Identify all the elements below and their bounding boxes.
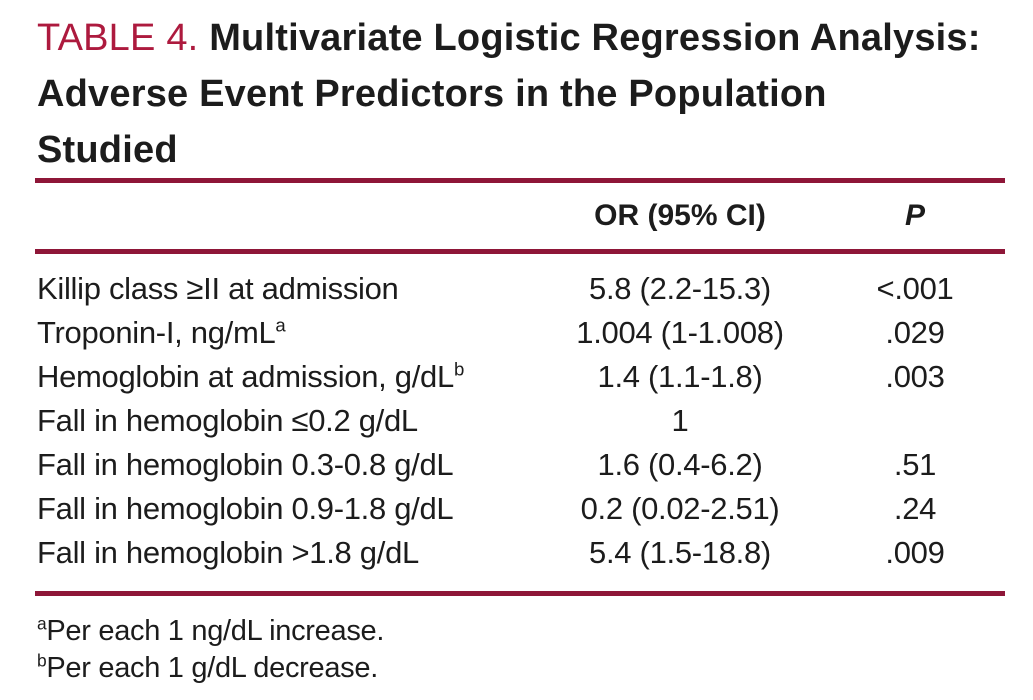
footnote: aPer each 1 ng/dL increase. — [37, 613, 1005, 650]
header-or-ci: OR (95% CI) — [594, 199, 766, 232]
top-rule — [35, 178, 1005, 183]
table-body: Killip class ≥II at admission 5.8 (2.2-1… — [35, 254, 1005, 591]
p-value-cell: .51 — [893, 447, 937, 482]
predictor-label: Hemoglobin at admission, g/dL — [37, 359, 454, 394]
table-figure: TABLE 4. Multivariate Logistic Regressio… — [35, 0, 1005, 687]
predictor-label: Fall in hemoglobin >1.8 g/dL — [37, 535, 419, 570]
predictor-label: Fall in hemoglobin 0.9-1.8 g/dL — [37, 491, 454, 526]
p-value-cell: .24 — [893, 491, 937, 526]
p-value-cell: .003 — [885, 359, 945, 394]
footnote-marker: b — [37, 650, 47, 671]
header-p-value: P — [904, 199, 925, 232]
footnote-marker: a — [37, 613, 47, 634]
table-row: Killip class ≥II at admission 5.8 (2.2-1… — [35, 267, 1005, 311]
p-value-cell: <.001 — [876, 271, 954, 306]
header-rule — [35, 249, 1005, 254]
header-row: OR (95% CI) P — [35, 183, 1005, 249]
p-value-cell: .009 — [885, 535, 945, 570]
bottom-rule — [35, 591, 1005, 596]
footnotes: aPer each 1 ng/dL increase. bPer each 1 … — [35, 596, 1005, 687]
or-ci-cell: 1.004 (1-1.008) — [576, 315, 784, 350]
title-line-3: Studied — [37, 129, 178, 171]
footnote: bPer each 1 g/dL decrease. — [37, 650, 1005, 687]
title-text-1: Multivariate Logistic Regression Analysi… — [209, 17, 981, 59]
predictor-cell: Fall in hemoglobin 0.9-1.8 g/dL — [35, 491, 535, 527]
p-value-cell: .029 — [885, 315, 945, 350]
predictor-footnote-marker: a — [275, 314, 286, 336]
predictor-cell: Killip class ≥II at admission — [35, 271, 535, 307]
or-ci-cell: 1 — [671, 403, 689, 438]
predictor-footnote-marker: b — [453, 358, 464, 380]
or-ci-cell: 0.2 (0.02-2.51) — [580, 491, 780, 526]
title-line-2: Adverse Event Predictors in the Populati… — [37, 73, 827, 115]
predictor-label: Killip class ≥II at admission — [37, 271, 399, 306]
predictor-label: Fall in hemoglobin ≤0.2 g/dL — [37, 403, 418, 438]
or-ci-cell: 5.4 (1.5-18.8) — [589, 535, 771, 570]
or-ci-cell: 1.6 (0.4-6.2) — [597, 447, 763, 482]
title-line-1: TABLE 4. Multivariate Logistic Regressio… — [37, 10, 1005, 66]
predictor-cell: Troponin-I, ng/mLa — [35, 315, 535, 351]
footnote-text: Per each 1 g/dL decrease. — [46, 652, 378, 684]
predictor-cell: Fall in hemoglobin >1.8 g/dL — [35, 535, 535, 571]
footnote-text: Per each 1 ng/dL increase. — [46, 615, 385, 647]
table-row: Troponin-I, ng/mLa 1.004 (1-1.008) .029 — [35, 311, 1005, 355]
or-ci-cell: 1.4 (1.1-1.8) — [597, 359, 763, 394]
table-row: Fall in hemoglobin ≤0.2 g/dL 1 — [35, 399, 1005, 443]
table-label: TABLE 4. — [37, 17, 199, 59]
table-row: Hemoglobin at admission, g/dLb 1.4 (1.1-… — [35, 355, 1005, 399]
predictor-label: Fall in hemoglobin 0.3-0.8 g/dL — [37, 447, 454, 482]
table-title: TABLE 4. Multivariate Logistic Regressio… — [35, 10, 1005, 178]
predictor-label: Troponin-I, ng/mL — [37, 315, 276, 350]
or-ci-cell: 5.8 (2.2-15.3) — [589, 271, 771, 306]
predictor-cell: Fall in hemoglobin ≤0.2 g/dL — [35, 403, 535, 439]
predictor-cell: Fall in hemoglobin 0.3-0.8 g/dL — [35, 447, 535, 483]
table-row: Fall in hemoglobin >1.8 g/dL 5.4 (1.5-18… — [35, 531, 1005, 575]
table-row: Fall in hemoglobin 0.9-1.8 g/dL 0.2 (0.0… — [35, 487, 1005, 531]
predictor-cell: Hemoglobin at admission, g/dLb — [35, 359, 535, 395]
table-row: Fall in hemoglobin 0.3-0.8 g/dL 1.6 (0.4… — [35, 443, 1005, 487]
